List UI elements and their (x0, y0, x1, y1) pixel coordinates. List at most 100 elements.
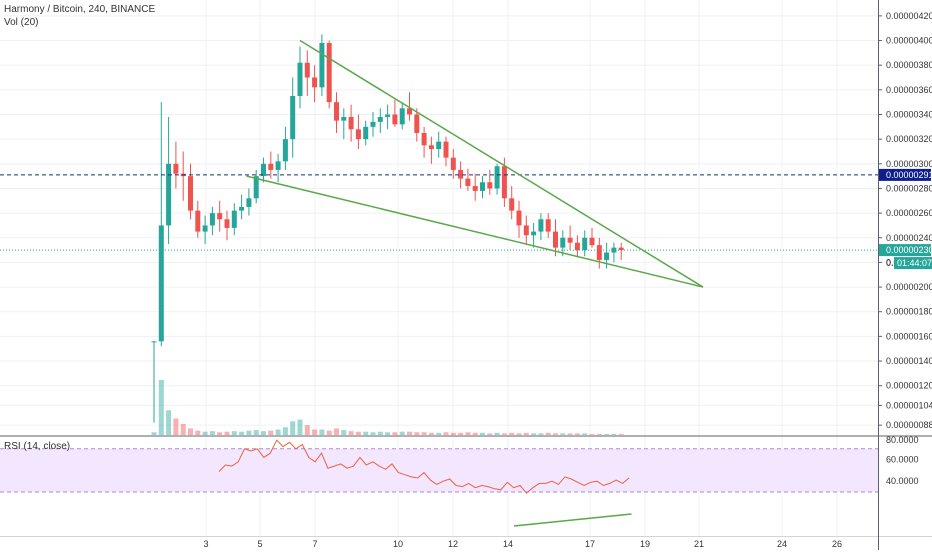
volume-bar (589, 433, 595, 435)
volume-bar (472, 432, 478, 435)
candle-body (407, 108, 412, 115)
volume-bar (487, 433, 493, 435)
volume-bar (231, 431, 237, 435)
price-tick-label: 0.00000120 (886, 381, 932, 391)
volume-bar (480, 432, 485, 435)
lower-trendline (246, 175, 704, 288)
volume-bar (224, 431, 230, 435)
volume-bar (297, 419, 303, 435)
volume-bar (261, 431, 266, 435)
candle-body (596, 245, 602, 260)
volume-bar (618, 433, 624, 435)
volume-bar (596, 433, 602, 435)
time-tick-label: 17 (585, 539, 595, 549)
candle-body (450, 157, 456, 170)
volume-bar (180, 424, 186, 435)
volume-bar (421, 432, 427, 435)
volume-bar (239, 431, 245, 435)
candle-body (319, 42, 325, 88)
price-tick-label: 0.00000280 (886, 183, 932, 193)
volume-bar (334, 428, 339, 435)
candle-body (290, 95, 296, 140)
volume-bar (268, 430, 274, 435)
time-tick-label: 14 (503, 539, 513, 549)
candle-body (487, 182, 493, 189)
candle-body (297, 62, 303, 96)
candle-body (370, 121, 376, 127)
candle-body (428, 145, 434, 149)
candle-body (421, 132, 427, 146)
candle-body (604, 252, 610, 260)
candle-body (173, 163, 179, 174)
price-tick-label: 0.00000088 (886, 420, 932, 430)
rsi-band (0, 448, 878, 492)
candle-body (377, 116, 383, 122)
candle-body (268, 163, 274, 170)
candle-body (509, 198, 515, 211)
candle-body (392, 114, 398, 125)
volume-bar (392, 432, 398, 435)
last-price-badge-text: 0.00000230 (886, 245, 932, 255)
candle-body (312, 77, 318, 88)
volume-bar (209, 431, 215, 435)
time-tick-label: 7 (312, 539, 317, 549)
volume-bar (348, 431, 354, 435)
level-badge (879, 168, 931, 181)
level-badge-text: 0.00000291 (886, 170, 932, 180)
volume-bar (275, 429, 281, 435)
volume-bar (355, 431, 361, 435)
candle-body (494, 166, 500, 189)
rsi-line (218, 439, 630, 494)
candle-body (531, 231, 537, 236)
price-tick-label: 0.00000180 (886, 307, 932, 317)
candle-body (355, 129, 361, 140)
last-price-badge (879, 244, 931, 257)
candle-body (261, 163, 266, 177)
candle-body (618, 247, 624, 251)
volume-bar (516, 433, 522, 435)
time-tick-label: 3 (203, 539, 208, 549)
volume-bar (166, 410, 172, 435)
volume-bar (341, 430, 347, 435)
price-tick-label: 0.00000300 (886, 159, 932, 169)
volume-bar (173, 418, 179, 435)
volume-bar (363, 431, 369, 435)
rsi-tick-label: 80.0000 (886, 435, 919, 445)
volume-bar (326, 430, 332, 435)
candle-body (501, 166, 507, 199)
volume-bar (531, 433, 537, 435)
volume-bar (501, 433, 507, 435)
volume-bar (158, 380, 164, 435)
volume-bar (370, 432, 376, 435)
volume-bar (202, 431, 208, 435)
symbol-legend: Harmony / Bitcoin, 240, BINANCE (4, 4, 156, 15)
candle-body (399, 108, 405, 125)
partial-tick-label: 0. (886, 258, 894, 268)
candle-body (239, 206, 245, 211)
time-tick-label: 26 (832, 539, 842, 549)
volume-bar (560, 433, 566, 435)
rsi-trendline (513, 513, 632, 527)
candle-body (202, 225, 208, 232)
volume-bar (428, 432, 434, 435)
price-tick-label: 0.00000140 (886, 356, 932, 366)
volume-bar (319, 429, 325, 435)
candle-body (436, 141, 442, 149)
candle-body (385, 114, 391, 117)
candle-body (538, 219, 544, 232)
candle-body (523, 225, 529, 236)
candle-body (560, 237, 566, 248)
candle-body (567, 237, 573, 243)
volume-bar (407, 431, 412, 435)
volume-bar (553, 433, 558, 435)
candle-body (195, 210, 201, 232)
candle-body (465, 178, 471, 186)
upper-trendline (299, 39, 704, 288)
candle-body (589, 237, 595, 246)
price-tick-label: 0.00000240 (886, 233, 932, 243)
candle-body (363, 126, 369, 140)
candle-body (224, 219, 230, 228)
time-tick-label: 21 (694, 539, 704, 549)
